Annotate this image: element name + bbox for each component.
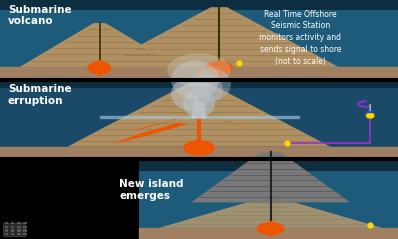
Polygon shape (20, 23, 179, 67)
Ellipse shape (367, 109, 374, 113)
Ellipse shape (88, 61, 111, 75)
Polygon shape (191, 152, 350, 202)
FancyBboxPatch shape (17, 229, 21, 232)
Ellipse shape (205, 61, 233, 75)
Ellipse shape (167, 53, 231, 87)
Ellipse shape (183, 140, 215, 156)
FancyBboxPatch shape (5, 226, 8, 228)
FancyBboxPatch shape (3, 223, 25, 236)
Ellipse shape (171, 60, 219, 99)
FancyBboxPatch shape (139, 159, 398, 239)
Ellipse shape (191, 68, 231, 101)
FancyBboxPatch shape (5, 233, 8, 235)
FancyBboxPatch shape (0, 80, 398, 87)
FancyBboxPatch shape (0, 159, 139, 239)
Ellipse shape (366, 112, 375, 119)
FancyBboxPatch shape (23, 226, 27, 228)
Ellipse shape (191, 75, 223, 103)
FancyBboxPatch shape (17, 222, 21, 224)
FancyBboxPatch shape (11, 226, 14, 228)
Text: Submarine
erruption: Submarine erruption (8, 84, 72, 106)
Text: Submarine
volcano: Submarine volcano (8, 5, 72, 26)
Ellipse shape (183, 89, 215, 118)
Polygon shape (127, 110, 195, 133)
FancyBboxPatch shape (23, 233, 27, 235)
FancyBboxPatch shape (0, 0, 398, 10)
FancyBboxPatch shape (11, 229, 14, 232)
Polygon shape (68, 83, 330, 147)
FancyBboxPatch shape (0, 80, 398, 159)
Polygon shape (159, 202, 382, 228)
FancyBboxPatch shape (0, 0, 398, 80)
FancyBboxPatch shape (5, 229, 8, 232)
FancyBboxPatch shape (11, 233, 14, 235)
Polygon shape (207, 113, 279, 136)
FancyBboxPatch shape (11, 222, 14, 224)
FancyBboxPatch shape (139, 159, 398, 171)
FancyBboxPatch shape (17, 233, 21, 235)
Text: New island
emerges: New island emerges (119, 179, 184, 201)
Polygon shape (100, 7, 338, 67)
FancyBboxPatch shape (17, 226, 21, 228)
Ellipse shape (257, 222, 285, 235)
FancyBboxPatch shape (23, 222, 27, 224)
FancyBboxPatch shape (23, 229, 27, 232)
Polygon shape (192, 99, 206, 118)
Ellipse shape (171, 77, 211, 111)
Polygon shape (111, 122, 187, 144)
FancyBboxPatch shape (5, 222, 8, 224)
Text: Real Time Offshore
Seismic Station
monitors activity and
sends signal to shore
(: Real Time Offshore Seismic Station monit… (259, 10, 341, 66)
